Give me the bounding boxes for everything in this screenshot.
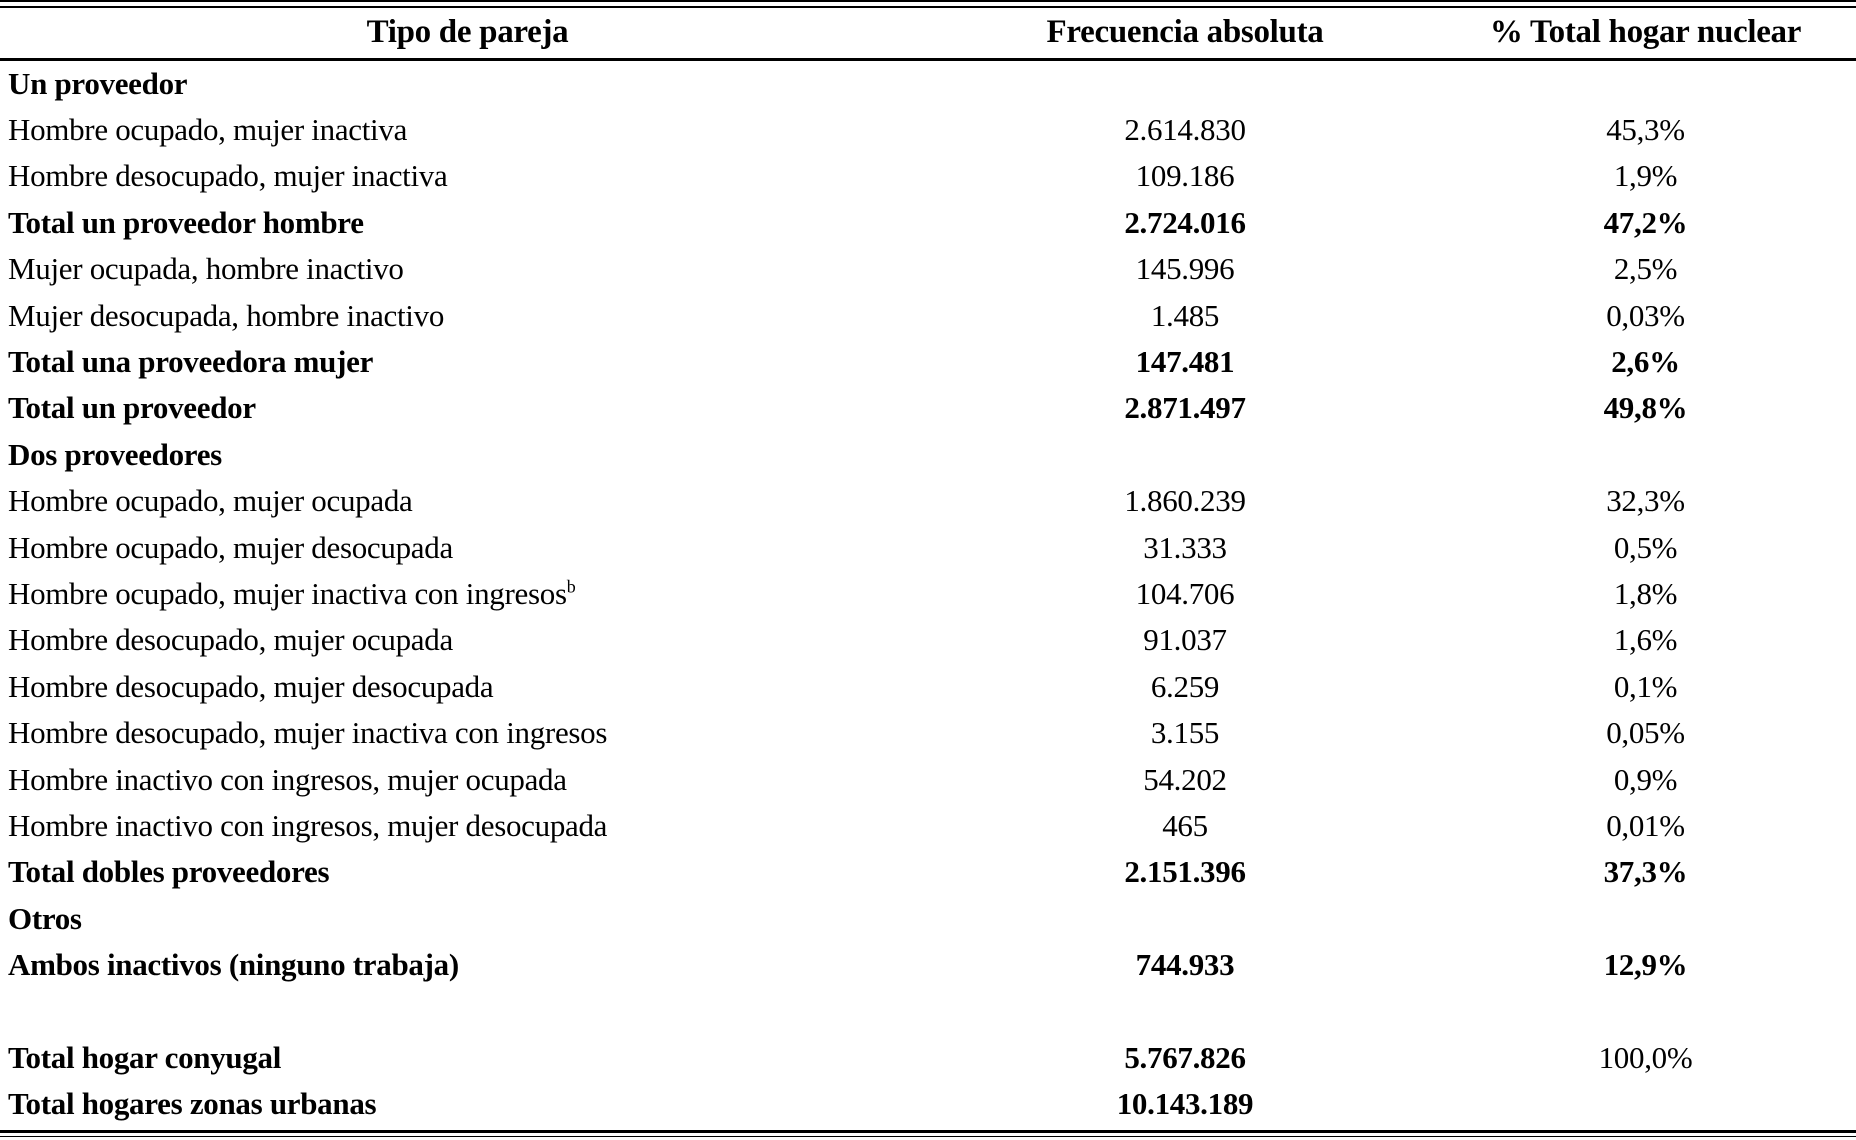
table-row: Hombre inactivo con ingresos, mujer deso…	[0, 803, 1856, 849]
row-percent-value: 0,1%	[1613, 668, 1678, 704]
row-frequency-value: 147.481	[1135, 344, 1235, 380]
row-frequency-value: 54.202	[1143, 761, 1227, 797]
table-header-row: Tipo de pareja Frecuencia absoluta % Tot…	[0, 8, 1856, 61]
row-frequency-value: 1.485	[1150, 297, 1220, 333]
row-label: Otros	[8, 900, 82, 936]
table-row: Hombre ocupado, mujer inactiva con ingre…	[0, 571, 1856, 617]
row-percent-value: 0,5%	[1613, 529, 1678, 565]
row-label: Hombre ocupado, mujer ocupada	[8, 483, 413, 519]
table-row: Total hogar conyugal 5.767.826 100,0%	[0, 1035, 1856, 1081]
column-header-frecuencia-absoluta: Frecuencia absoluta	[1046, 14, 1324, 50]
row-label: Mujer ocupada, hombre inactivo	[8, 251, 404, 287]
table-row: Hombre ocupado, mujer ocupada 1.860.239 …	[0, 478, 1856, 524]
row-label: Total hogares zonas urbanas	[8, 1086, 377, 1122]
row-label: Hombre inactivo con ingresos, mujer deso…	[8, 807, 608, 843]
row-label: Ambos inactivos (ninguno trabaja)	[8, 947, 459, 983]
table-row: Total un proveedor hombre 2.724.016 47,2…	[0, 200, 1856, 246]
row-percent-value: 1,9%	[1613, 158, 1678, 194]
row-label: Un proveedor	[8, 65, 188, 101]
row-percent-value: 0,03%	[1606, 297, 1685, 333]
table-row: Hombre inactivo con ingresos, mujer ocup…	[0, 756, 1856, 802]
row-label: Total hogar conyugal	[8, 1039, 282, 1075]
footnote-marker: b	[566, 576, 576, 597]
table-row	[0, 988, 1856, 1034]
row-label: Total un proveedor	[8, 390, 256, 426]
row-frequency-value: 91.037	[1143, 622, 1227, 658]
row-label: Total una proveedora mujer	[8, 344, 374, 380]
row-label: Hombre ocupado, mujer desocupada	[8, 529, 453, 565]
row-label: Dos proveedores	[8, 436, 222, 472]
row-label: Hombre desocupado, mujer inactiva con in…	[8, 715, 608, 751]
row-frequency-value: 104.706	[1135, 575, 1235, 611]
row-label: Hombre desocupado, mujer desocupada	[8, 668, 494, 704]
table-body: Un proveedor Hombre ocupado, mujer inact…	[0, 61, 1856, 1128]
row-percent-value: 45,3%	[1606, 112, 1685, 148]
table-row: Hombre desocupado, mujer desocupada 6.25…	[0, 664, 1856, 710]
column-header-tipo-de-pareja: Tipo de pareja	[366, 14, 569, 50]
row-frequency-value: 2.614.830	[1124, 112, 1246, 148]
row-frequency-value: 1.860.239	[1124, 483, 1246, 519]
row-percent-value: 32,3%	[1606, 483, 1685, 519]
row-frequency-value: 6.259	[1150, 668, 1220, 704]
row-percent-value: 0,9%	[1613, 761, 1678, 797]
row-frequency-value: 10.143.189	[1116, 1086, 1254, 1122]
row-percent-value: 37,3%	[1603, 854, 1688, 890]
row-frequency-value: 31.333	[1143, 529, 1227, 565]
table-row: Hombre ocupado, mujer desocupada 31.333 …	[0, 524, 1856, 570]
row-label: Hombre inactivo con ingresos, mujer ocup…	[8, 761, 567, 797]
row-frequency-value: 2.871.497	[1124, 390, 1246, 426]
table-row: Otros	[0, 896, 1856, 942]
table-row: Hombre desocupado, mujer inactiva con in…	[0, 710, 1856, 756]
row-percent-value: 49,8%	[1603, 390, 1688, 426]
row-percent-value: 100,0%	[1598, 1039, 1693, 1075]
row-label: Mujer desocupada, hombre inactivo	[8, 297, 445, 333]
table-row: Total dobles proveedores 2.151.396 37,3%	[0, 849, 1856, 895]
row-frequency-value: 3.155	[1150, 715, 1220, 751]
row-frequency-value: 109.186	[1135, 158, 1235, 194]
row-percent-value: 1,6%	[1613, 622, 1678, 658]
table-row: Total una proveedora mujer 147.481 2,6%	[0, 339, 1856, 385]
table-row: Total un proveedor 2.871.497 49,8%	[0, 385, 1856, 431]
row-frequency-value: 465	[1162, 807, 1208, 843]
row-label: Hombre desocupado, mujer inactiva	[8, 158, 448, 194]
row-label: Hombre desocupado, mujer ocupada	[8, 622, 453, 658]
row-percent-value: 2,6%	[1611, 344, 1680, 380]
table-row: Dos proveedores	[0, 432, 1856, 478]
table-row: Mujer desocupada, hombre inactivo 1.485 …	[0, 292, 1856, 338]
row-label: Hombre ocupado, mujer inactiva con ingre…	[8, 575, 576, 611]
table-row: Total hogares zonas urbanas 10.143.189	[0, 1081, 1856, 1127]
row-percent-value: 12,9%	[1603, 947, 1688, 983]
row-frequency-value: 744.933	[1135, 947, 1235, 983]
table-row: Hombre desocupado, mujer ocupada 91.037 …	[0, 617, 1856, 663]
row-frequency-value: 2.151.396	[1124, 854, 1246, 890]
bottom-double-rule	[0, 1130, 1856, 1137]
row-label: Total dobles proveedores	[8, 854, 330, 890]
row-label: Total un proveedor hombre	[8, 204, 364, 240]
row-percent-value: 47,2%	[1603, 204, 1688, 240]
row-label: Hombre ocupado, mujer inactiva	[8, 112, 408, 148]
row-percent-value: 0,05%	[1606, 715, 1685, 751]
row-percent-value: 1,8%	[1613, 575, 1678, 611]
row-percent-value: 2,5%	[1613, 251, 1678, 287]
row-frequency-value: 2.724.016	[1124, 204, 1246, 240]
table-row: Ambos inactivos (ninguno trabaja) 744.93…	[0, 942, 1856, 988]
row-frequency-value: 145.996	[1135, 251, 1235, 287]
column-header-pct-total-hogar-nuclear: % Total hogar nuclear	[1489, 14, 1802, 50]
row-frequency-value: 5.767.826	[1124, 1039, 1246, 1075]
table-row: Hombre ocupado, mujer inactiva 2.614.830…	[0, 107, 1856, 153]
table-row: Un proveedor	[0, 61, 1856, 107]
table-row: Mujer ocupada, hombre inactivo 145.996 2…	[0, 246, 1856, 292]
row-percent-value: 0,01%	[1606, 807, 1685, 843]
table-row: Hombre desocupado, mujer inactiva 109.18…	[0, 153, 1856, 199]
top-double-rule	[0, 0, 1856, 8]
